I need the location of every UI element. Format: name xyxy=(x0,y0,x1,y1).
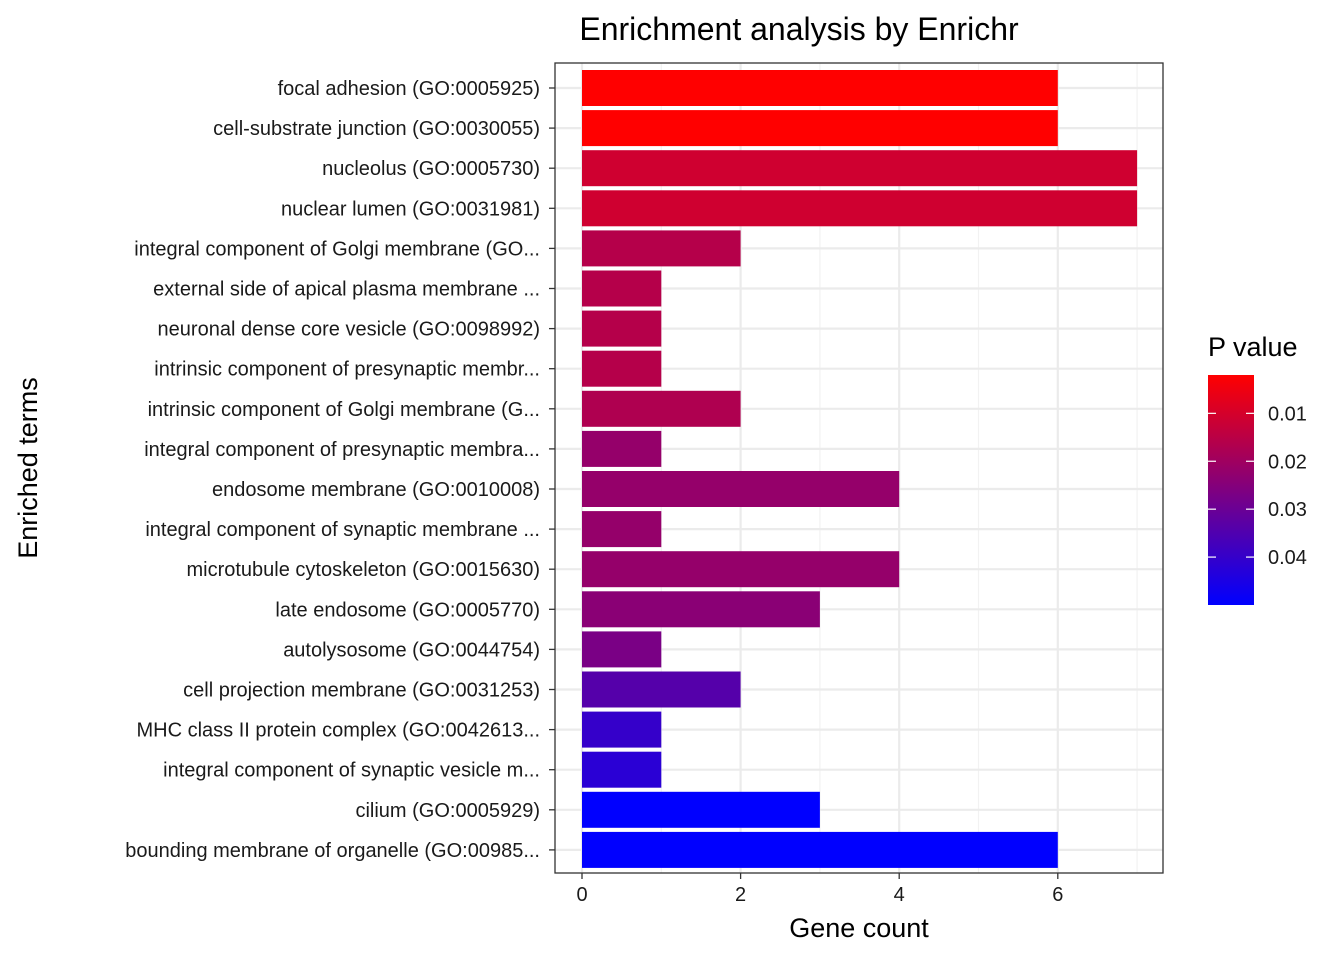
bar xyxy=(582,671,741,708)
legend-ticks: 0.01 0.02 0.03 0.04 xyxy=(1208,403,1307,569)
x-axis: 0 2 4 6 xyxy=(576,873,1063,906)
y-tick-label: cilium (GO:0005929) xyxy=(355,800,540,822)
x-tick-label: 0 xyxy=(576,884,587,906)
y-tick-label: cell projection membrane (GO:0031253) xyxy=(183,680,540,702)
bar xyxy=(582,511,662,548)
bar xyxy=(582,390,741,427)
bar xyxy=(582,110,1058,147)
y-tick-label: microtubule cytoskeleton (GO:0015630) xyxy=(186,559,540,581)
x-tick-label: 4 xyxy=(894,884,905,906)
y-tick-label: neuronal dense core vesicle (GO:0098992) xyxy=(158,319,540,341)
y-tick-label: focal adhesion (GO:0005925) xyxy=(278,78,540,100)
panel-border xyxy=(554,62,1164,874)
bar xyxy=(582,831,1058,868)
bar xyxy=(582,551,900,588)
bars-group xyxy=(582,70,1138,868)
bar xyxy=(582,751,662,788)
bar xyxy=(582,190,1138,227)
y-tick-label: external side of apical plasma membrane … xyxy=(153,279,540,301)
y-tick-label: intrinsic component of Golgi membrane (G… xyxy=(148,399,540,421)
bar xyxy=(582,270,662,307)
bar xyxy=(582,591,820,628)
bar xyxy=(582,471,900,507)
bar xyxy=(582,350,662,387)
bar xyxy=(582,711,662,748)
y-tick-label: integral component of presynaptic membra… xyxy=(144,439,540,461)
legend-title: P value xyxy=(1208,332,1298,362)
y-tick-label: autolysosome (GO:0044754) xyxy=(283,639,540,661)
y-tick-label: nuclear lumen (GO:0031981) xyxy=(281,198,540,220)
x-axis-title: Gene count xyxy=(789,913,929,943)
bar xyxy=(582,230,741,267)
bar xyxy=(582,70,1058,106)
chart-title: Enrichment analysis by Enrichr xyxy=(579,11,1019,47)
y-tick-label: integral component of synaptic vesicle m… xyxy=(163,760,540,782)
y-tick-label: integral component of Golgi membrane (GO… xyxy=(134,238,540,260)
legend-tick-label: 0.01 xyxy=(1268,403,1307,425)
legend-colorbar xyxy=(1208,375,1254,605)
y-axis-title: Enriched terms xyxy=(13,377,43,559)
y-tick-label: endosome membrane (GO:0010008) xyxy=(212,479,540,501)
y-tick-label: bounding membrane of organelle (GO:00985… xyxy=(125,840,540,862)
x-tick-label: 6 xyxy=(1052,884,1063,906)
bar xyxy=(582,310,662,347)
legend: P value 0.01 0.02 0.03 0.04 xyxy=(1208,332,1307,605)
y-tick-label: nucleolus (GO:0005730) xyxy=(322,158,540,180)
bar xyxy=(582,631,662,668)
bar xyxy=(582,150,1138,187)
legend-tick-label: 0.04 xyxy=(1268,547,1307,569)
y-tick-label: MHC class II protein complex (GO:0042613… xyxy=(137,720,541,742)
y-tick-label: cell-substrate junction (GO:0030055) xyxy=(213,118,540,140)
legend-tick-label: 0.02 xyxy=(1268,451,1307,473)
legend-tick-label: 0.03 xyxy=(1268,499,1307,521)
bar xyxy=(582,430,662,467)
bar xyxy=(582,791,820,828)
y-tick-label: integral component of synaptic membrane … xyxy=(145,519,540,541)
y-tick-label: intrinsic component of presynaptic membr… xyxy=(154,359,540,381)
x-tick-label: 2 xyxy=(735,884,746,906)
y-tick-label: late endosome (GO:0005770) xyxy=(275,599,540,621)
y-axis: focal adhesion (GO:0005925) cell-substrat… xyxy=(125,78,555,862)
